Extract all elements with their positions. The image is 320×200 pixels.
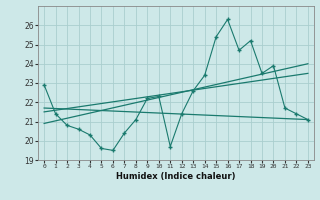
X-axis label: Humidex (Indice chaleur): Humidex (Indice chaleur)	[116, 172, 236, 181]
